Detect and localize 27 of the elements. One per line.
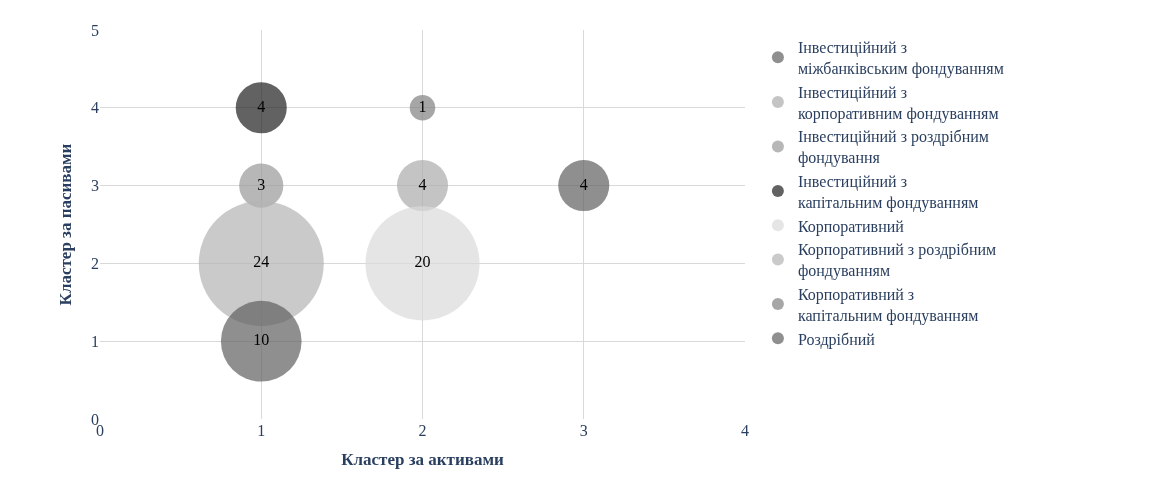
x-tick-label: 2 <box>418 422 427 439</box>
legend-label: Роздрібний <box>797 330 876 349</box>
legend-label: Корпоративний <box>797 217 905 236</box>
legend-label: Інвестиційний з корпоративним фондуванням <box>797 83 999 123</box>
data-label: 20 <box>414 253 431 271</box>
data-label: 4 <box>257 97 266 115</box>
y-tick-label: 1 <box>91 332 99 350</box>
data-label: 3 <box>257 175 266 193</box>
y-tick-label: 4 <box>91 99 99 117</box>
data-label: 4 <box>579 175 588 193</box>
data-label: 24 <box>253 253 270 271</box>
y-tick-label: 5 <box>91 21 99 39</box>
x-tick-label: 1 <box>257 422 266 439</box>
legend-label: Інвестиційний з роздрібним фондування <box>797 128 989 168</box>
x-axis-title: Кластер за активами <box>341 450 504 470</box>
y-tick-label: 3 <box>91 177 99 195</box>
legend-label: Інвестиційний з міжбанківським фондуванням <box>797 39 1004 78</box>
data-label: 4 <box>418 175 427 193</box>
x-tick-label: 3 <box>579 422 588 439</box>
legend-label: Інвестиційний з капітальним фондуванням <box>797 172 979 212</box>
data-label: 10 <box>253 331 270 349</box>
legend-label: Корпоративний з капітальним фондуванням <box>797 285 979 325</box>
y-axis-title: Кластер за пасивами <box>55 143 75 306</box>
legend-label: Корпоративний з роздрібним фондуванням <box>797 241 997 281</box>
y-tick-label: 2 <box>91 255 99 272</box>
data-label: 1 <box>418 97 427 115</box>
x-tick-label: 4 <box>741 422 749 439</box>
